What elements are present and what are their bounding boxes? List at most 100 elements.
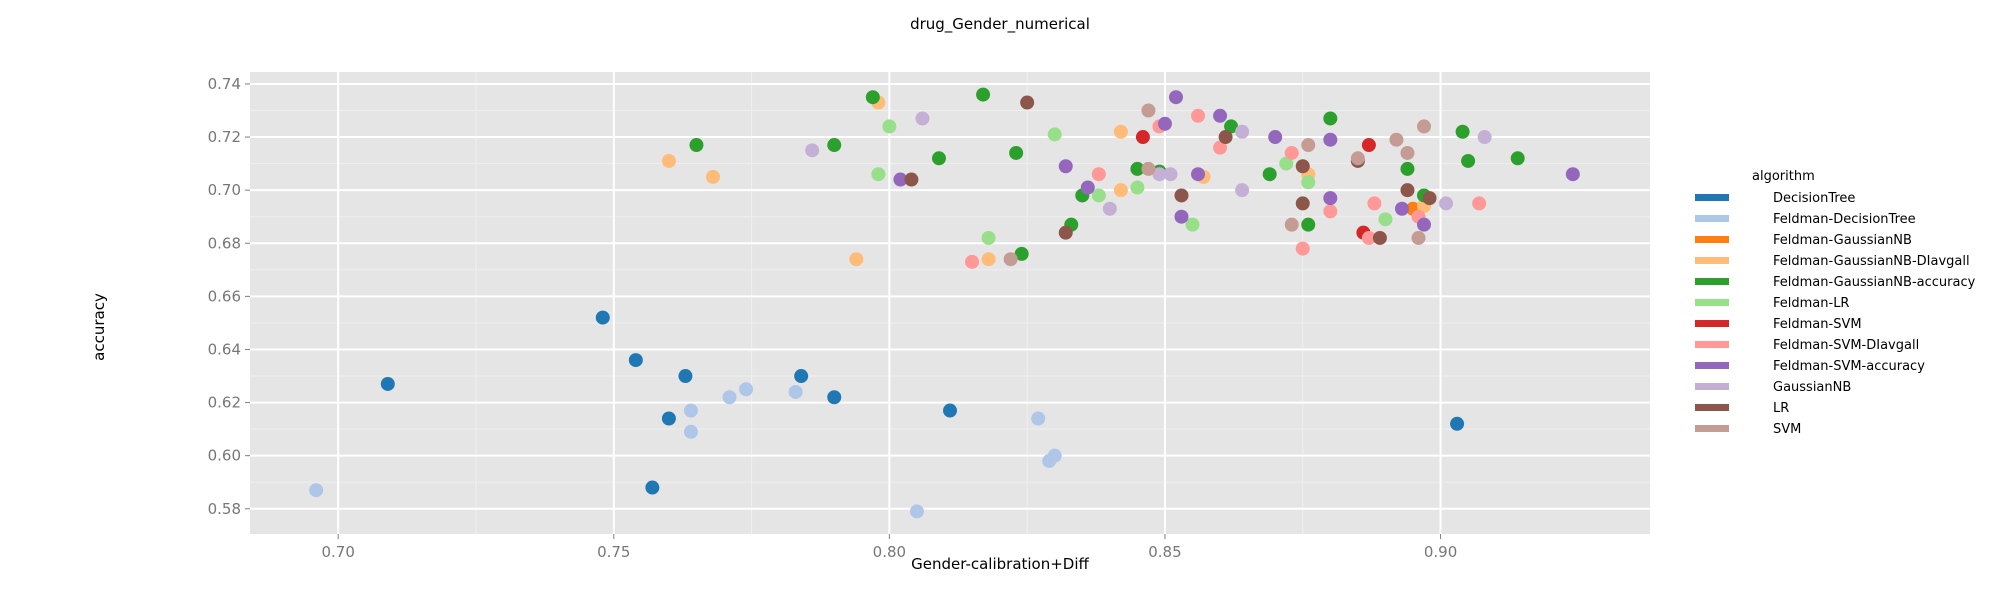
- legend-swatch: [1695, 215, 1729, 222]
- data-points: [309, 87, 1580, 519]
- data-point: [965, 254, 980, 269]
- y-axis-title: accuracy: [90, 293, 108, 361]
- data-point: [1003, 252, 1018, 267]
- data-point: [1323, 204, 1338, 219]
- data-point: [1058, 159, 1073, 174]
- data-point: [981, 230, 996, 245]
- data-point: [1510, 151, 1525, 166]
- data-point: [1174, 188, 1189, 203]
- data-point: [739, 382, 754, 397]
- data-point: [1301, 175, 1316, 190]
- x-tick-label: 0.75: [597, 543, 630, 561]
- y-tick-label: 0.66: [208, 287, 241, 305]
- data-point: [1378, 212, 1393, 227]
- data-point: [1141, 161, 1156, 176]
- data-point: [1185, 217, 1200, 232]
- data-point: [1417, 119, 1432, 134]
- legend-swatch: [1695, 362, 1729, 369]
- data-point: [1058, 225, 1073, 240]
- data-point: [1361, 230, 1376, 245]
- chart-title: drug_Gender_numerical: [910, 15, 1090, 34]
- data-point: [1152, 167, 1167, 182]
- legend-swatch: [1695, 194, 1729, 201]
- legend-swatch: [1695, 425, 1729, 432]
- data-point: [1565, 167, 1580, 182]
- data-point: [1091, 188, 1106, 203]
- data-point: [1295, 196, 1310, 211]
- x-tick-label: 0.90: [1424, 543, 1457, 561]
- data-point: [943, 403, 957, 418]
- legend-swatch: [1695, 236, 1729, 243]
- data-point: [1417, 217, 1432, 232]
- x-axis-title: Gender-calibration+Diff: [911, 555, 1089, 573]
- data-point: [1130, 180, 1145, 195]
- legend-label: SVM: [1773, 422, 1801, 437]
- data-point: [1047, 127, 1062, 142]
- x-tick-label: 0.85: [1148, 543, 1181, 561]
- data-point: [1168, 90, 1183, 105]
- data-point: [865, 90, 880, 105]
- data-point: [794, 369, 809, 384]
- data-point: [981, 252, 996, 267]
- data-point: [1213, 108, 1228, 123]
- data-point: [788, 384, 803, 399]
- data-point: [1284, 145, 1299, 160]
- data-point: [1472, 196, 1487, 211]
- data-point: [1361, 138, 1376, 153]
- legend-label: Feldman-GaussianNB: [1773, 233, 1912, 248]
- data-point: [705, 169, 720, 184]
- legend-swatch: [1695, 320, 1729, 327]
- data-point: [1389, 132, 1404, 147]
- data-point: [1113, 183, 1128, 198]
- data-point: [1372, 230, 1387, 245]
- data-point: [827, 390, 842, 405]
- data-point: [1411, 230, 1426, 245]
- y-tick-label: 0.60: [208, 447, 241, 465]
- legend-label: Feldman-SVM-accuracy: [1773, 359, 1925, 374]
- data-point: [595, 310, 610, 325]
- legend-swatch: [1695, 341, 1729, 348]
- data-point: [1450, 416, 1465, 431]
- x-tick-label: 0.80: [873, 543, 906, 561]
- legend-swatch: [1695, 299, 1729, 306]
- data-point: [1400, 145, 1415, 160]
- data-point: [1394, 201, 1409, 216]
- y-tick-label: 0.72: [208, 128, 241, 146]
- legend-swatch: [1695, 383, 1729, 390]
- data-point: [904, 172, 919, 187]
- data-point: [1422, 191, 1437, 206]
- data-point: [1218, 130, 1233, 145]
- data-point: [1020, 95, 1035, 110]
- data-point: [683, 424, 698, 439]
- legend-swatch: [1695, 257, 1729, 264]
- data-point: [1141, 103, 1156, 118]
- data-point: [1284, 217, 1299, 232]
- data-point: [1091, 167, 1106, 182]
- data-point: [909, 504, 924, 519]
- data-point: [1400, 183, 1415, 198]
- data-point: [661, 153, 676, 168]
- data-point: [689, 138, 704, 153]
- data-point: [722, 390, 737, 405]
- legend-label: LR: [1773, 401, 1789, 416]
- data-point: [1279, 156, 1294, 171]
- data-point: [1009, 145, 1024, 160]
- data-point: [1080, 180, 1095, 195]
- data-point: [628, 353, 643, 368]
- data-point: [1113, 124, 1128, 139]
- data-point: [1461, 153, 1476, 168]
- y-tick-label: 0.74: [208, 75, 241, 93]
- legend-label: Feldman-SVM: [1773, 317, 1862, 332]
- data-point: [1174, 209, 1189, 224]
- data-point: [1350, 151, 1365, 166]
- data-point: [1102, 201, 1117, 216]
- y-tick-label: 0.68: [208, 234, 241, 252]
- data-point: [309, 483, 324, 498]
- data-point: [380, 376, 395, 391]
- data-point: [1031, 411, 1046, 426]
- data-point: [1477, 130, 1492, 145]
- data-point: [1455, 124, 1470, 139]
- data-point: [1295, 159, 1310, 174]
- data-point: [1235, 183, 1250, 198]
